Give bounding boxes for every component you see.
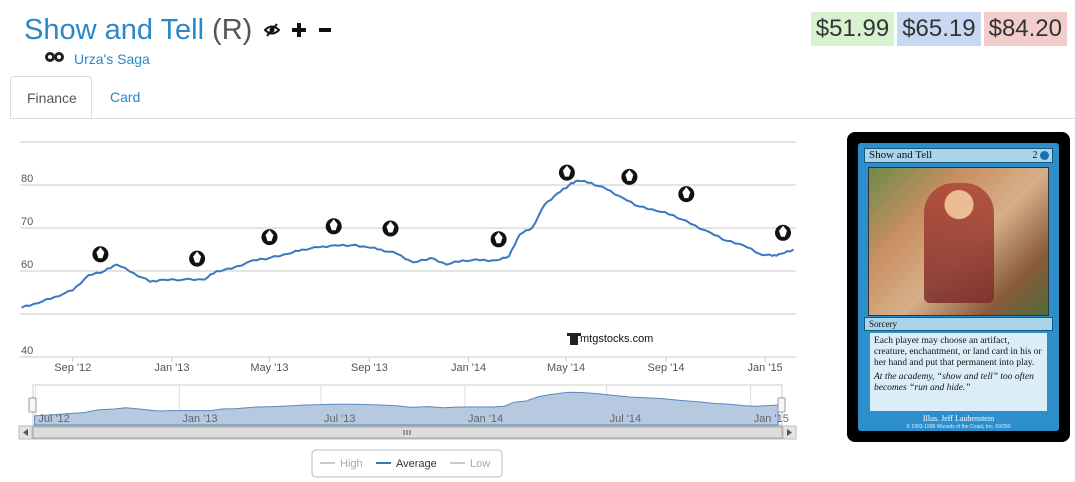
price-chart: 40 60 70 80 Sep '12 Jan '13 May '13 Sep '13 Jan…	[18, 141, 797, 478]
navigator-tick-label: Jul '12	[38, 413, 69, 425]
high-price-badge: $84.20	[983, 12, 1067, 46]
navigator-tick-label: Jan '15	[754, 413, 789, 425]
card-image-mana-cost: 2	[1032, 150, 1049, 161]
set-row: Urza's Saga	[44, 50, 150, 68]
legend-box	[311, 449, 503, 478]
legend-item-high[interactable]: High	[320, 458, 363, 470]
card-image-name: Show and Tell	[869, 149, 933, 161]
dragons-maze-icon	[261, 229, 278, 246]
legend-label: Low	[470, 458, 490, 470]
navigator[interactable]: Jul '12 Jan '13 Jul '13 Jan '14 Jul '14 Jan '…	[28, 384, 789, 426]
theros-icon	[382, 220, 399, 237]
card-rules-text: Each player may choose an artifact, crea…	[874, 336, 1042, 368]
card-illustrator: Illus. Jeff Laubenstein	[922, 414, 995, 423]
card-name-title: Show and Tell	[24, 13, 205, 46]
x-tick-label: Jan '15	[748, 362, 783, 374]
mtgstocks-logo-icon	[567, 333, 581, 345]
watermark-text: mtgstocks.com	[580, 333, 653, 345]
card-flavor-text: At the academy, “show and tell” too ofte…	[874, 372, 1034, 393]
x-tick-label: Sep '12	[54, 362, 91, 374]
card-text-box: Each player may choose an artifact, crea…	[870, 333, 1047, 411]
magic-2014-icon	[325, 218, 342, 235]
average-price-badge: $65.19	[897, 12, 981, 46]
y-tick-label: 70	[21, 216, 33, 228]
journey-into-nyx-icon	[558, 164, 575, 181]
plus-icon[interactable]	[292, 23, 307, 37]
navigator-tick-label: Jul '14	[610, 413, 641, 425]
tab-bar: Finance Card	[10, 76, 1075, 119]
navigator-tick-label: Jul '13	[324, 413, 355, 425]
scrollbar[interactable]	[18, 425, 797, 440]
fate-reforged-icon	[775, 224, 791, 241]
price-badges: $51.99 $65.19 $84.20	[810, 12, 1067, 46]
watermark: mtgstocks.com	[567, 333, 653, 345]
artwork-figure	[924, 183, 994, 303]
y-tick-label: 80	[21, 173, 33, 185]
card-image: Show and Tell 2 Sorcery Each player may …	[847, 132, 1070, 442]
y-tick-label: 60	[21, 259, 33, 271]
chart-legend: High Average Low	[311, 449, 503, 478]
x-tick-label: Jan '14	[451, 362, 486, 374]
low-price-badge: $51.99	[810, 12, 895, 46]
gatecrash-icon	[189, 250, 206, 267]
gridlines	[20, 141, 796, 358]
magic-2015-icon	[621, 168, 638, 185]
title-row: Show and Tell (R)	[24, 12, 332, 48]
average-price-line	[21, 179, 795, 309]
legend-label: Average	[396, 458, 437, 470]
scroll-right-arrow-icon	[787, 429, 792, 436]
card-artwork	[868, 167, 1049, 316]
navigator-tick-label: Jan '14	[468, 413, 503, 425]
card-image-generic-mana: 2	[1032, 150, 1038, 161]
card-inner-frame: Show and Tell 2 Sorcery Each player may …	[858, 143, 1059, 431]
rarity-label: (R)	[212, 13, 253, 46]
set-symbol-icon	[44, 50, 66, 68]
navigator-area	[34, 391, 779, 426]
legend-item-average[interactable]: Average	[376, 458, 437, 470]
x-tick-label: Sep '14	[648, 362, 685, 374]
navigator-tick-label: Jan '13	[182, 413, 217, 425]
y-axis-ticks: 40 60 70 80	[21, 173, 33, 357]
x-tick-label: Jan '13	[154, 362, 189, 374]
scroll-left-arrow-icon	[23, 429, 28, 436]
minus-icon[interactable]	[318, 23, 332, 37]
navigator-left-handle[interactable]	[28, 397, 37, 413]
tab-finance[interactable]: Finance	[10, 76, 92, 118]
set-link[interactable]: Urza's Saga	[74, 51, 150, 67]
navigator-right-handle[interactable]	[777, 397, 786, 413]
hide-icon[interactable]	[264, 23, 281, 37]
khans-of-tarkir-icon	[678, 186, 695, 203]
born-of-the-gods-icon	[490, 231, 507, 248]
x-axis-ticks: Sep '12 Jan '13 May '13 Sep '13 Jan '14 May '…	[54, 357, 783, 374]
card-copyright: © 1993-1998 Wizards of the Coast, Inc. 6…	[906, 424, 1011, 430]
x-tick-label: May '14	[547, 362, 585, 374]
blue-mana-icon	[1040, 151, 1049, 161]
y-tick-label: 40	[21, 345, 33, 357]
card-image-title-bar: Show and Tell 2	[864, 148, 1053, 163]
legend-label: High	[340, 458, 363, 470]
set-release-icons	[92, 164, 791, 267]
return-to-ravnica-icon	[92, 246, 109, 263]
legend-item-low[interactable]: Low	[450, 458, 490, 470]
x-tick-label: May '13	[250, 362, 288, 374]
x-tick-label: Sep '13	[351, 362, 388, 374]
grip-icon	[403, 430, 411, 435]
card-image-type-line: Sorcery	[864, 317, 1053, 331]
tab-card[interactable]: Card	[110, 89, 141, 105]
